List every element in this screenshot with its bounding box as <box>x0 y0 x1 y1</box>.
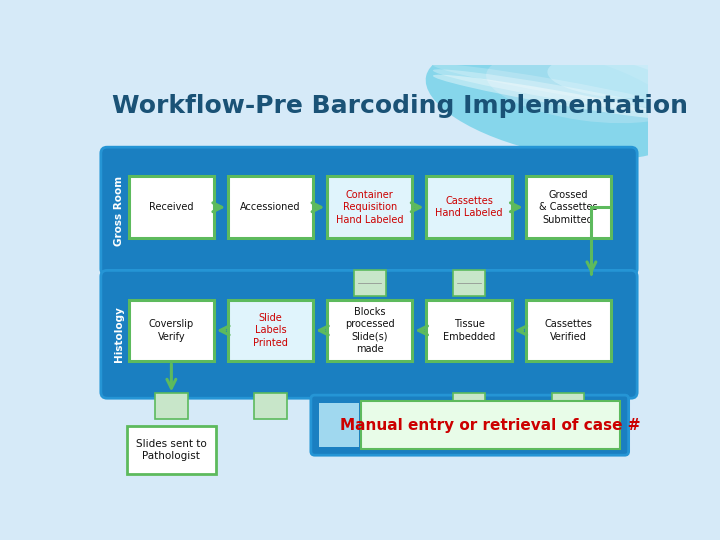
FancyBboxPatch shape <box>526 300 611 361</box>
FancyBboxPatch shape <box>526 177 611 238</box>
Text: Container
Requisition
Hand Labeled: Container Requisition Hand Labeled <box>336 190 403 225</box>
Ellipse shape <box>547 55 687 98</box>
FancyBboxPatch shape <box>129 177 214 238</box>
FancyBboxPatch shape <box>228 177 313 238</box>
FancyBboxPatch shape <box>101 271 637 398</box>
Ellipse shape <box>426 48 684 159</box>
Text: Grossed
& Cassettes
Submitted: Grossed & Cassettes Submitted <box>539 190 598 225</box>
Ellipse shape <box>486 52 686 123</box>
Text: Blocks
processed
Slide(s)
made: Blocks processed Slide(s) made <box>345 307 395 354</box>
FancyBboxPatch shape <box>327 300 413 361</box>
Ellipse shape <box>433 69 677 114</box>
Text: Received: Received <box>149 202 194 212</box>
Text: Tissue
Embedded: Tissue Embedded <box>443 319 495 342</box>
FancyBboxPatch shape <box>354 269 386 296</box>
FancyBboxPatch shape <box>453 393 485 419</box>
FancyBboxPatch shape <box>254 393 287 419</box>
Text: Manual entry or retrieval of case #: Manual entry or retrieval of case # <box>341 417 641 433</box>
FancyBboxPatch shape <box>327 177 413 238</box>
Text: Coverslip
Verify: Coverslip Verify <box>149 319 194 342</box>
Text: Workflow-Pre Barcoding Implementation: Workflow-Pre Barcoding Implementation <box>112 93 688 118</box>
Text: Slide
Labels
Printed: Slide Labels Printed <box>253 313 288 348</box>
FancyBboxPatch shape <box>319 403 359 448</box>
FancyBboxPatch shape <box>552 393 585 419</box>
FancyBboxPatch shape <box>228 300 313 361</box>
FancyBboxPatch shape <box>426 177 512 238</box>
FancyBboxPatch shape <box>127 426 216 474</box>
Text: Gross Room: Gross Room <box>114 176 125 246</box>
Text: Accessioned: Accessioned <box>240 202 301 212</box>
FancyBboxPatch shape <box>426 300 512 361</box>
Ellipse shape <box>433 75 677 119</box>
FancyBboxPatch shape <box>311 395 629 455</box>
FancyBboxPatch shape <box>453 269 485 296</box>
FancyBboxPatch shape <box>129 300 214 361</box>
Text: Slides sent to
Pathologist: Slides sent to Pathologist <box>136 439 207 461</box>
Ellipse shape <box>433 64 677 109</box>
FancyBboxPatch shape <box>155 393 188 419</box>
Text: Histology: Histology <box>114 306 125 362</box>
FancyBboxPatch shape <box>101 147 637 275</box>
Text: Cassettes
Hand Labeled: Cassettes Hand Labeled <box>435 196 503 219</box>
Text: Cassettes
Verified: Cassettes Verified <box>544 319 592 342</box>
FancyBboxPatch shape <box>361 401 620 449</box>
